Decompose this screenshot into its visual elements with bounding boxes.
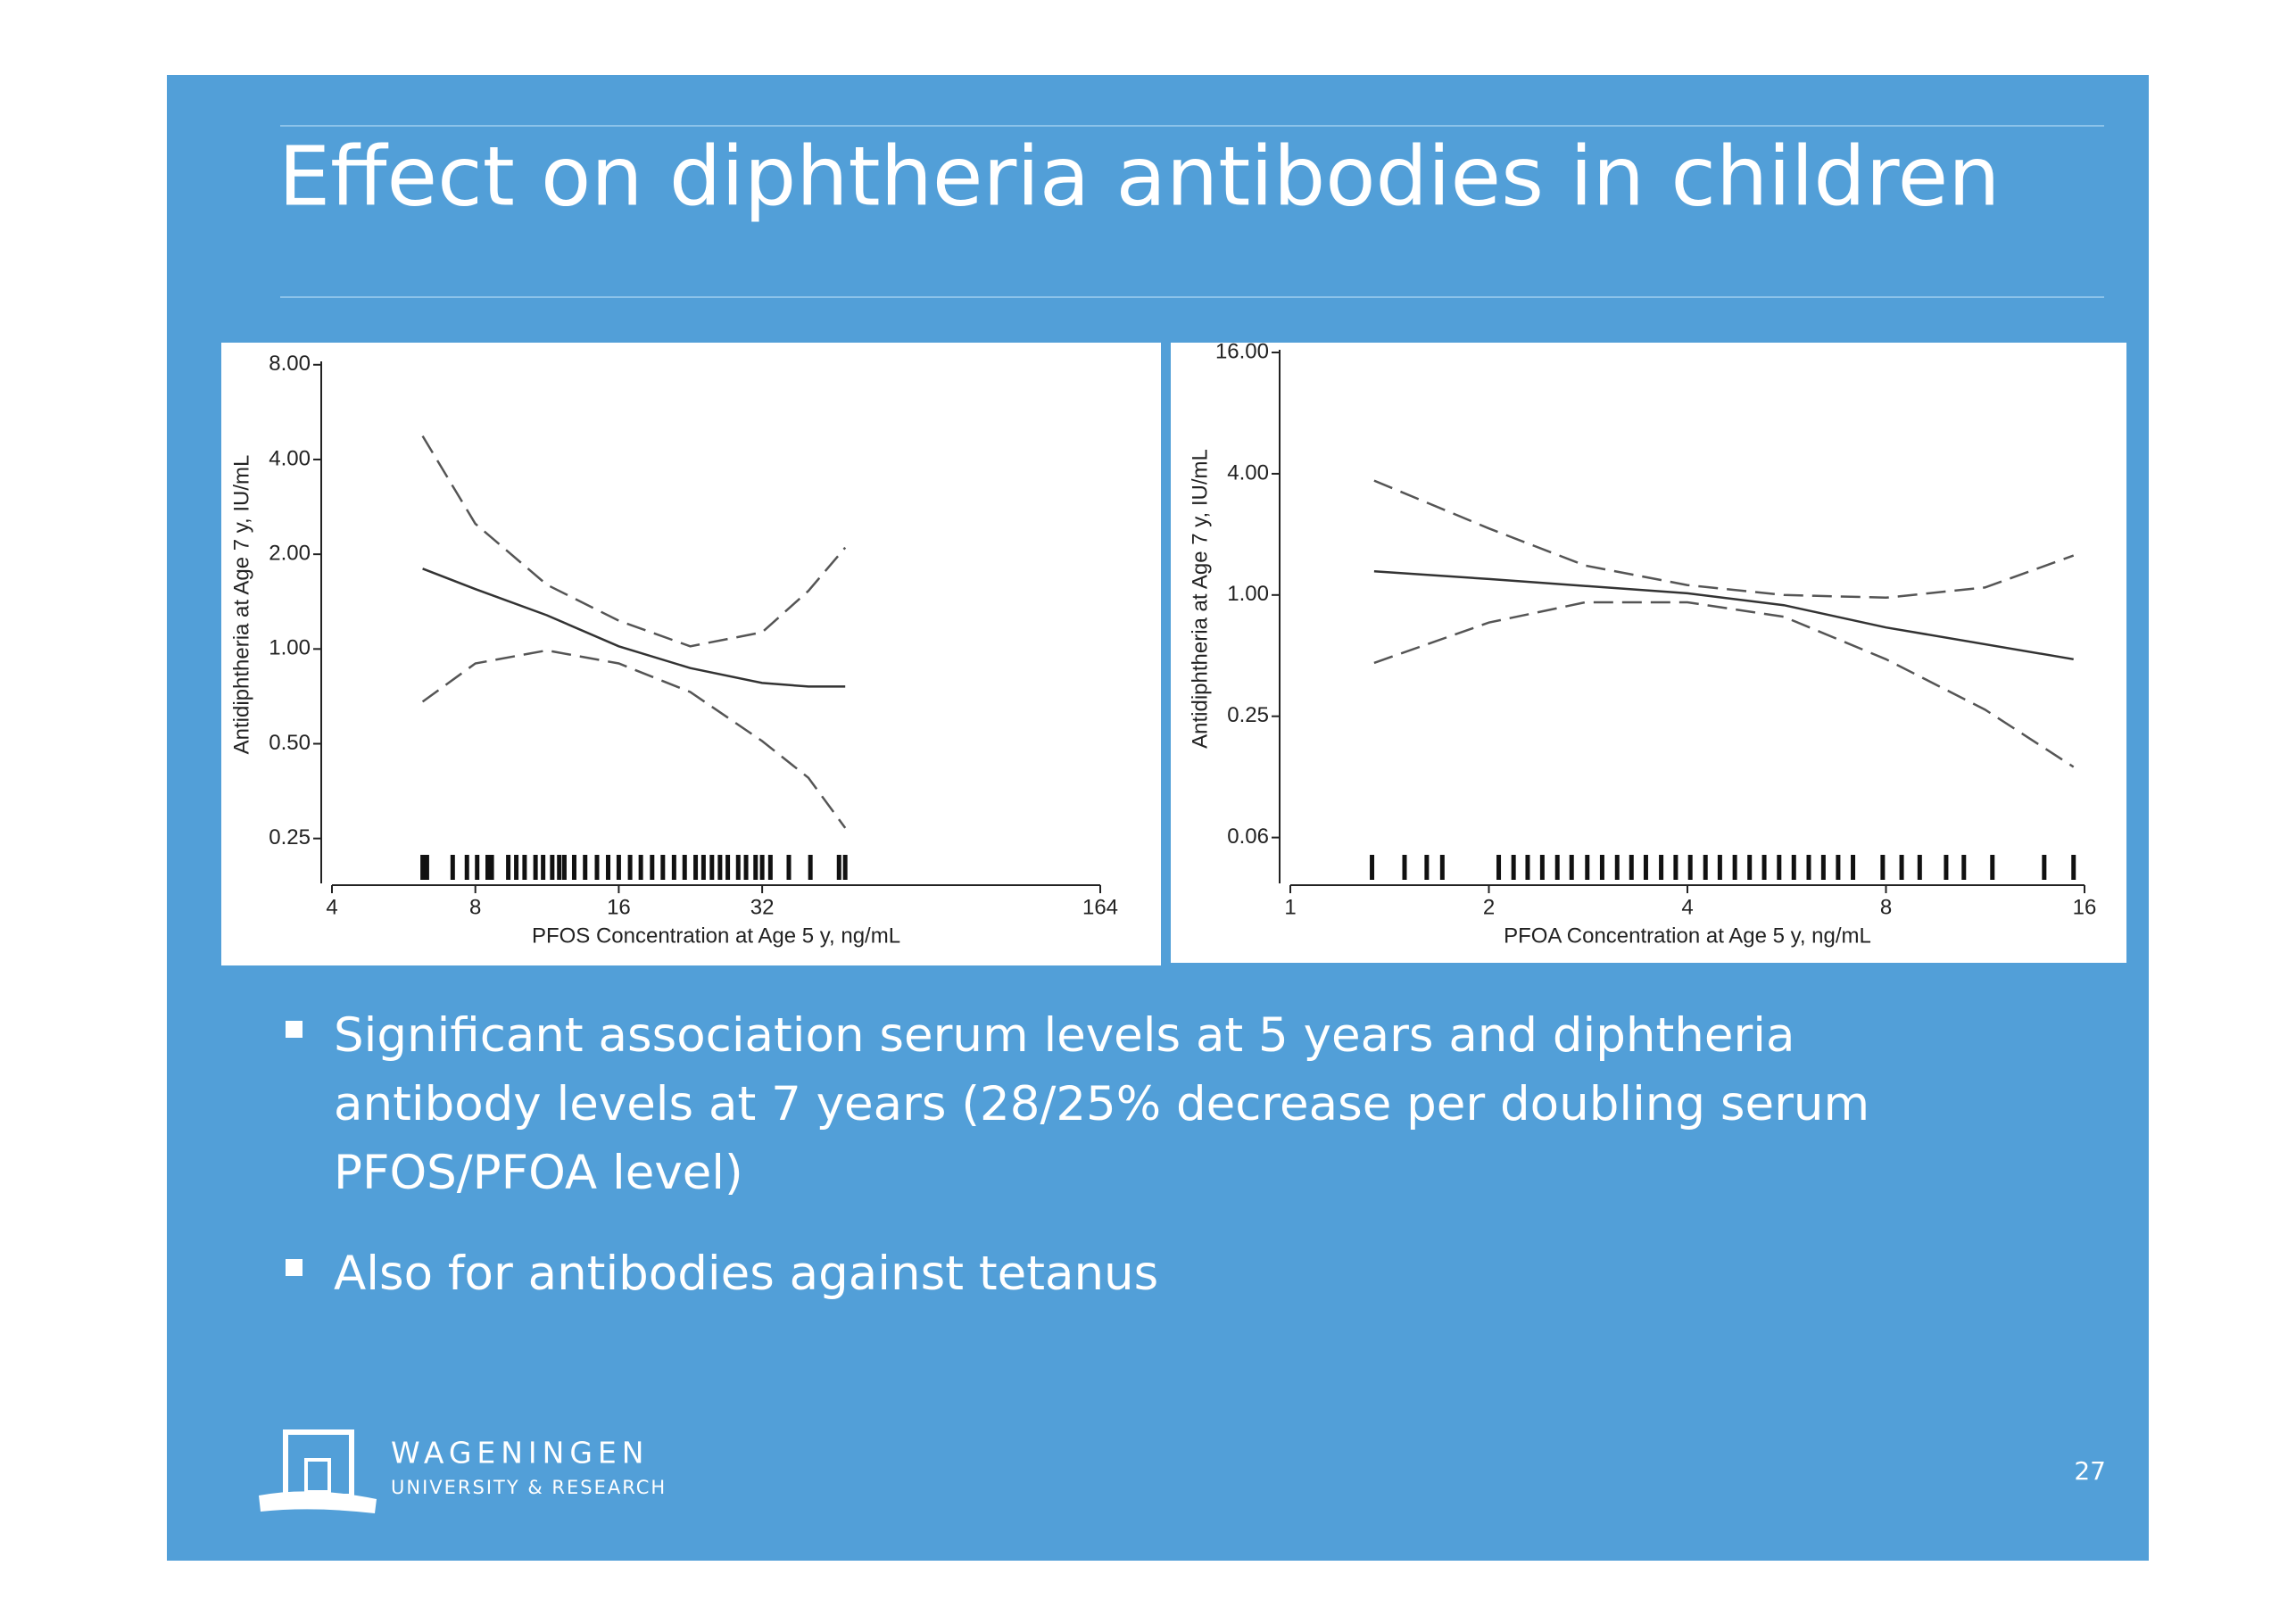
x-tick-label: 16: [607, 895, 631, 919]
series-line: [1373, 479, 2075, 600]
y-axis-label: Antidiphtheria at Age 7 y, IU/mL: [1188, 449, 1212, 749]
bullet: Significant association serum levels at …: [286, 1001, 1999, 1207]
y-tick-label: 1.00: [269, 636, 311, 660]
bullet-list: Significant association serum levels at …: [286, 1001, 1999, 1340]
x-tick-label: 164: [1082, 895, 1118, 919]
x-tick-label: 4: [326, 895, 337, 919]
y-tick-label: 2.00: [269, 541, 311, 565]
logo-sub: UNIVERSITY & RESEARCH: [391, 1477, 667, 1498]
x-tick-label: 8: [1880, 895, 1892, 919]
x-tick-label: 16: [2073, 895, 2097, 919]
y-tick-label: 1.00: [1227, 582, 1269, 606]
chart-panel: [1171, 343, 2126, 963]
slide-title: Effect on diphtheria antibodies in child…: [278, 128, 2000, 224]
series-line: [421, 435, 847, 648]
logo-wave: [259, 1491, 377, 1513]
chart-panel: [221, 343, 1161, 965]
logo-name: WAGENINGEN: [391, 1436, 649, 1471]
x-tick-label: 2: [1483, 895, 1495, 919]
logo: WAGENINGEN UNIVERSITY & RESEARCH: [259, 1429, 667, 1513]
x-tick-label: 4: [1681, 895, 1693, 919]
y-tick-label: 16.00: [1215, 339, 1269, 363]
bullet: Also for antibodies against tetanus: [286, 1239, 1999, 1308]
y-axis-label: Antidiphtheria at Age 7 y, IU/mL: [229, 455, 253, 755]
y-tick-label: 0.50: [269, 731, 311, 755]
x-tick-label: 32: [750, 895, 775, 919]
x-tick-label: 8: [469, 895, 481, 919]
x-tick-label: 1: [1284, 895, 1296, 919]
page-number: 27: [2074, 1456, 2106, 1486]
series-line: [1373, 570, 2074, 661]
y-tick-label: 0.25: [269, 825, 311, 849]
y-tick-label: 8.00: [269, 352, 311, 376]
y-tick-label: 4.00: [269, 446, 311, 470]
y-tick-label: 0.25: [1227, 703, 1269, 727]
series-line: [422, 568, 846, 688]
y-tick-label: 0.06: [1227, 824, 1269, 849]
x-axis-label: PFOA Concentration at Age 5 y, ng/mL: [1504, 924, 1871, 948]
x-axis-label: PFOS Concentration at Age 5 y, ng/mL: [532, 924, 900, 948]
y-tick-label: 4.00: [1227, 460, 1269, 485]
